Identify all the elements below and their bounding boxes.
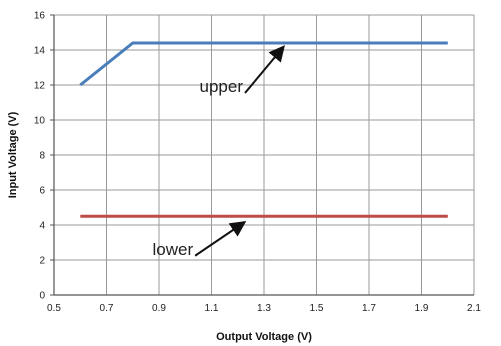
x-tick-label: 1.7: [362, 303, 376, 314]
axes: 0.5 0.7 0.9 1.1 1.3 1.5 1.7 1.9 2.1 0 2 4 6 8 10 12 14 16: [34, 11, 482, 315]
y-tick-label: 2: [39, 256, 45, 267]
x-tick-label: 2.1: [467, 303, 481, 314]
x-tick-label: 0.5: [47, 303, 61, 314]
series-line-upper: [79, 41, 448, 87]
x-tick-label: 0.9: [152, 303, 166, 314]
y-tick-label: 4: [39, 221, 45, 232]
annotation-arrow: [244, 45, 285, 94]
x-axis-title: Output Voltage (V): [216, 331, 312, 343]
annotation-arrow: [194, 221, 247, 257]
y-tick-label: 10: [34, 116, 46, 127]
x-tick-label: 0.7: [100, 303, 114, 314]
gridlines: [53, 14, 475, 296]
series-group: [79, 41, 448, 218]
annotation-label: upper: [200, 77, 244, 96]
y-tick-label: 16: [34, 11, 46, 22]
x-tick-label: 1.9: [415, 303, 429, 314]
y-tick-label: 12: [34, 81, 46, 92]
x-tick-label: 1.5: [310, 303, 324, 314]
annotations: upper lower: [153, 45, 285, 259]
x-tick-label: 1.3: [257, 303, 271, 314]
y-tick-label: 8: [39, 151, 45, 162]
x-tick-label: 1.1: [205, 303, 219, 314]
annotation-label: lower: [153, 240, 194, 259]
y-tick-label: 0: [39, 291, 45, 302]
y-axis-title: Input Voltage (V): [7, 111, 19, 198]
y-tick-label: 14: [34, 46, 46, 57]
y-tick-label: 6: [39, 186, 45, 197]
